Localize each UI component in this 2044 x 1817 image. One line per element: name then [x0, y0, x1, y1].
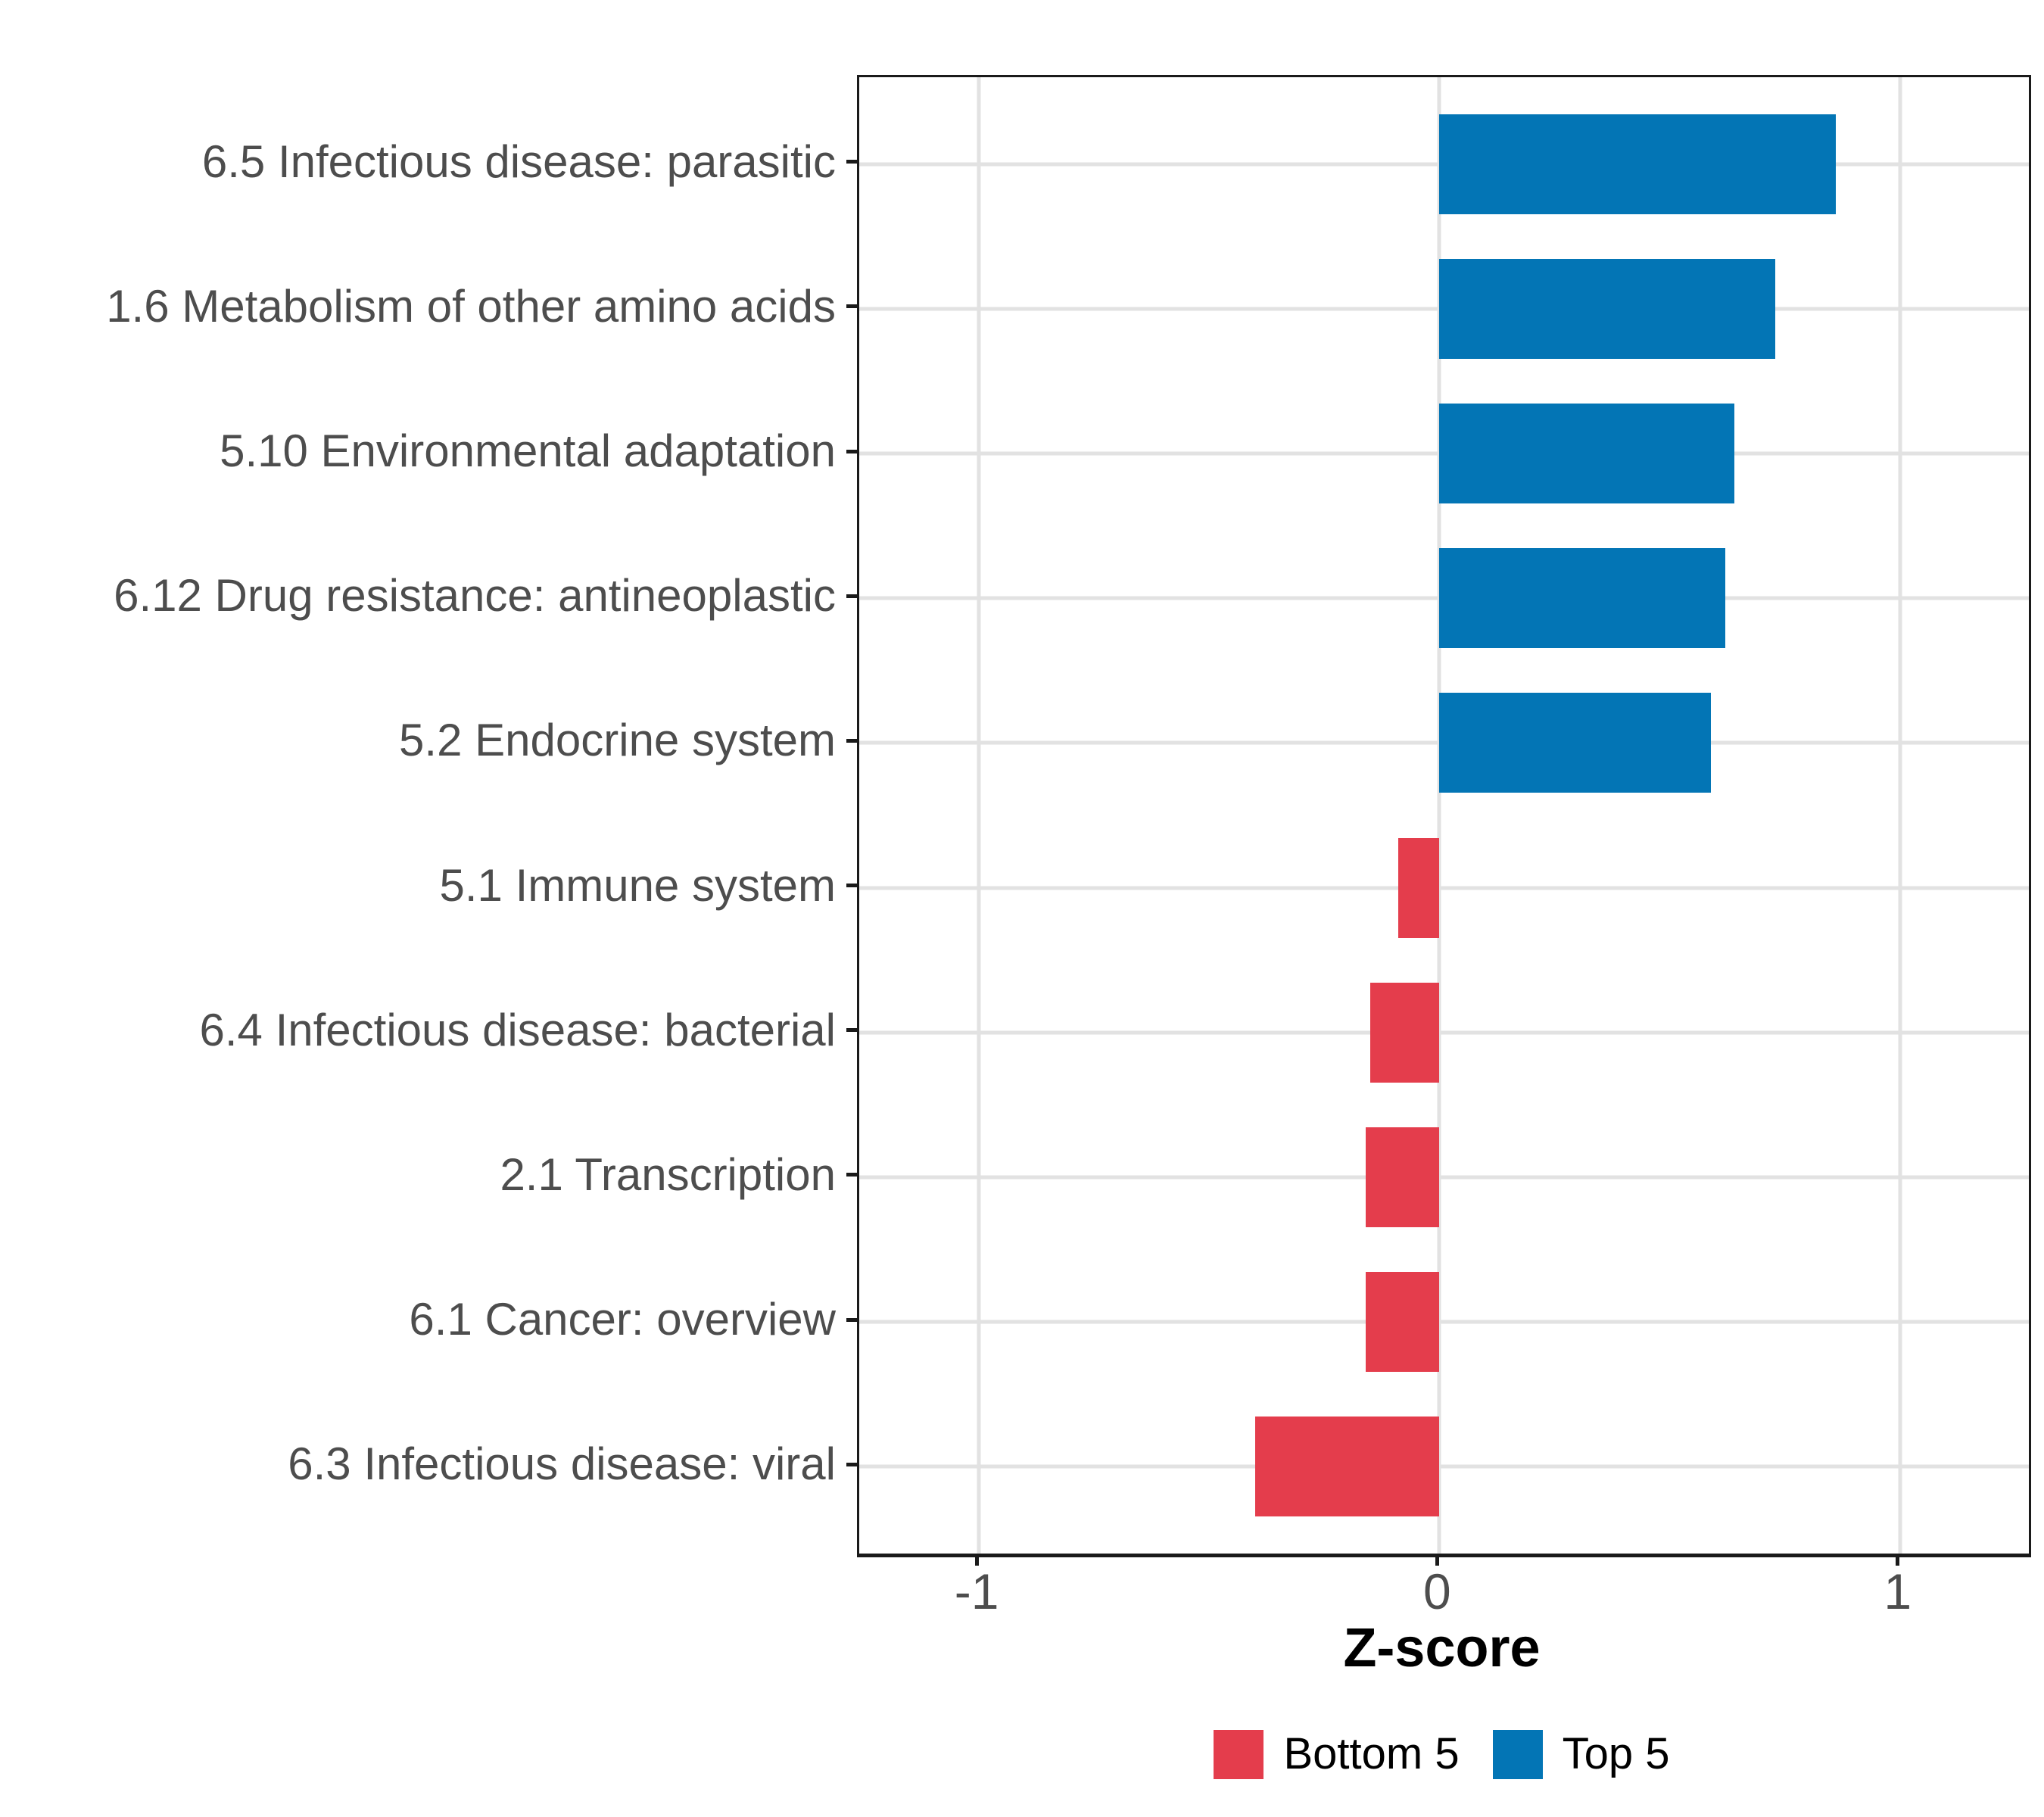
gridline-y [859, 886, 2029, 890]
legend-swatch [1214, 1729, 1264, 1779]
y-axis-tick [846, 884, 857, 888]
y-axis-tick [846, 1173, 857, 1177]
bar [1366, 1272, 1440, 1373]
bar [1439, 114, 1836, 214]
gridline-x [977, 77, 981, 1554]
x-axis-tick-label: 1 [1884, 1563, 1912, 1619]
legend-label: Bottom 5 [1283, 1729, 1460, 1779]
y-axis-tick [846, 160, 857, 164]
y-axis-tick [846, 1028, 857, 1033]
bar [1439, 258, 1776, 359]
gridline-x [1898, 77, 1902, 1554]
y-axis-label: 6.12 Drug resistance: antineoplastic [114, 570, 836, 622]
y-axis-tick [846, 1317, 857, 1322]
y-axis-tick [846, 304, 857, 309]
y-axis-label: 5.1 Immune system [439, 859, 836, 911]
bar [1439, 404, 1734, 504]
x-axis-tick [1896, 1555, 1900, 1566]
x-axis-title: Z-score [1343, 1618, 1541, 1678]
y-axis-label: 1.6 Metabolism of other amino acids [106, 280, 836, 332]
bar [1439, 548, 1725, 649]
bar [1370, 982, 1440, 1083]
y-axis-tick [846, 738, 857, 743]
y-axis-label: 6.3 Infectious disease: viral [288, 1438, 836, 1490]
x-axis-tick [974, 1555, 979, 1566]
y-axis-label: 6.1 Cancer: overview [409, 1294, 836, 1345]
legend: Bottom 5 Top 5 [857, 1729, 2027, 1779]
y-axis-label: 6.4 Infectious disease: bacterial [199, 1004, 837, 1055]
legend-swatch [1492, 1729, 1543, 1779]
legend-item: Top 5 [1492, 1729, 1670, 1779]
y-axis-label: 6.5 Infectious disease: parasitic [201, 136, 836, 187]
y-axis-tick [846, 449, 857, 453]
plot-panel [857, 75, 2031, 1557]
y-axis-label: 2.1 Transcription [500, 1148, 836, 1200]
legend-item: Bottom 5 [1214, 1729, 1460, 1779]
legend-label: Top 5 [1562, 1729, 1670, 1779]
gridline-y [859, 1464, 2029, 1469]
y-axis-tick [846, 1462, 857, 1466]
gridline-y [859, 1175, 2029, 1180]
bar [1366, 1127, 1440, 1227]
y-axis-label: 5.10 Environmental adaptation [220, 425, 836, 477]
y-axis-label: 5.2 Endocrine system [399, 715, 836, 766]
gridline-x [1437, 77, 1441, 1554]
x-axis-tick [1435, 1555, 1439, 1566]
bar [1255, 1417, 1440, 1517]
gridline-y [859, 1320, 2029, 1324]
x-axis-tick-label: 0 [1423, 1563, 1451, 1619]
bar [1439, 693, 1712, 793]
x-axis-tick-label: -1 [954, 1563, 999, 1619]
gridline-y [859, 1030, 2029, 1035]
bar [1397, 837, 1440, 938]
y-axis-tick [846, 594, 857, 598]
